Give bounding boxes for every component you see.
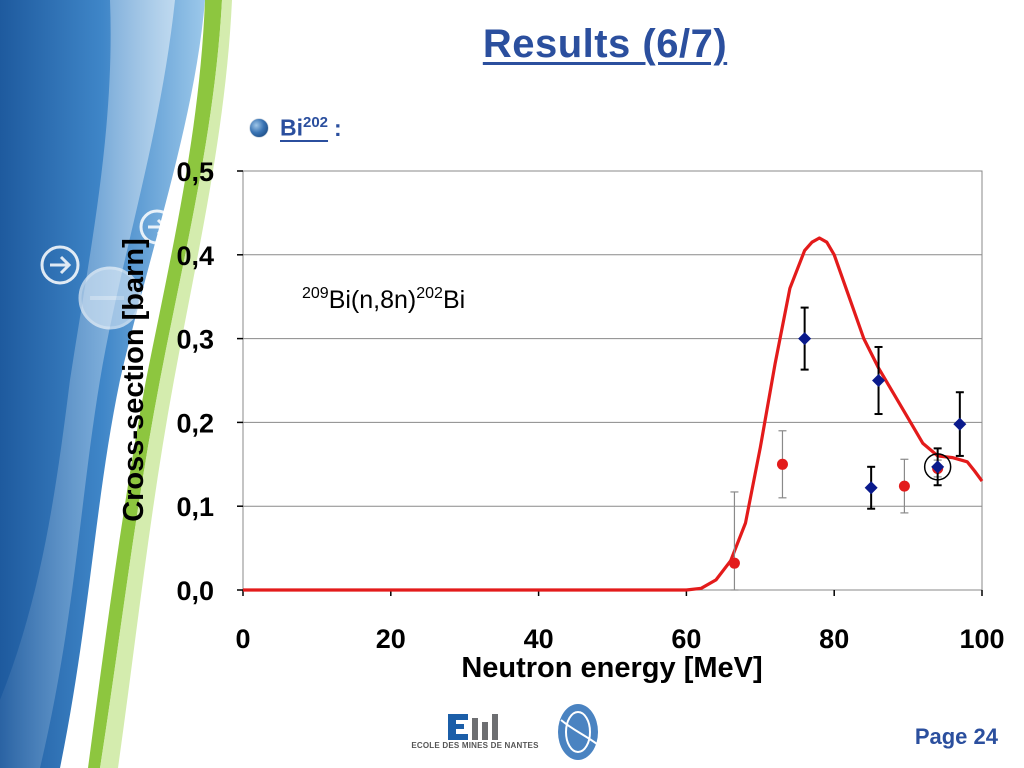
model-curve (243, 236, 984, 592)
arrow-circle-icon (139, 209, 175, 245)
y-tick-label: 0,2 (176, 408, 214, 438)
bullet-isotope: Bi202 (280, 114, 328, 142)
white-wave (0, 0, 175, 768)
red-circle-point (776, 458, 788, 470)
y-tick-label: 0,0 (176, 576, 214, 606)
grid-lines (243, 254, 982, 507)
y-tick-label: 0,4 (176, 241, 214, 271)
blue-diamond-point (864, 481, 878, 495)
x-tick-label: 100 (959, 624, 1004, 654)
x-tick-label: 40 (524, 624, 554, 654)
institute-logo (558, 704, 598, 760)
arrow-circle-icon (40, 245, 80, 285)
x-tick-label: 0 (235, 624, 250, 654)
x-tick-label: 20 (376, 624, 406, 654)
red-circle-point (728, 557, 740, 569)
x-tick-labels: 0 20 40 60 80 100 (235, 590, 1005, 654)
reaction-annotation: 209Bi(n,8n)202Bi (302, 285, 465, 314)
bullet-label: Bi (280, 114, 303, 141)
emn-logo-text: ECOLE DES MINES DE NANTES (411, 741, 539, 750)
green-band (88, 0, 222, 768)
arrow-circle-icon (78, 266, 142, 330)
y-tick-labels: 0,0 0,1 0,2 0,3 0,4 0,5 (176, 157, 243, 606)
y-tick-label: 0,5 (176, 157, 214, 187)
y-tick-label: 0,3 (176, 325, 214, 355)
x-axis-label: Neutron energy [MeV] (461, 652, 762, 684)
page-number: Page 24 (914, 724, 998, 749)
bullet-colon: : (334, 114, 342, 141)
y-axis-label: Cross-section [barn] (118, 238, 150, 522)
bullet-item: Bi202 : (250, 112, 342, 144)
error-bar (730, 491, 739, 591)
x-tick-label: 80 (819, 624, 849, 654)
blue-diamond-point (872, 374, 886, 387)
highlight-circle (923, 453, 952, 481)
plot-area (242, 170, 983, 591)
bullet-sphere-icon (250, 119, 268, 137)
blue-diamond-point (953, 417, 967, 431)
x-tick-label: 60 (671, 624, 701, 654)
bullet-superscript: 202 (303, 114, 329, 132)
blue-diamond-point (798, 332, 812, 346)
slide-title: Results (6/7) (482, 22, 728, 66)
red-circle-point (898, 480, 910, 492)
emn-logo (448, 714, 498, 740)
y-tick-label: 0,1 (176, 492, 214, 522)
green-band-light (100, 0, 232, 768)
blue-diamond-point (931, 460, 945, 474)
